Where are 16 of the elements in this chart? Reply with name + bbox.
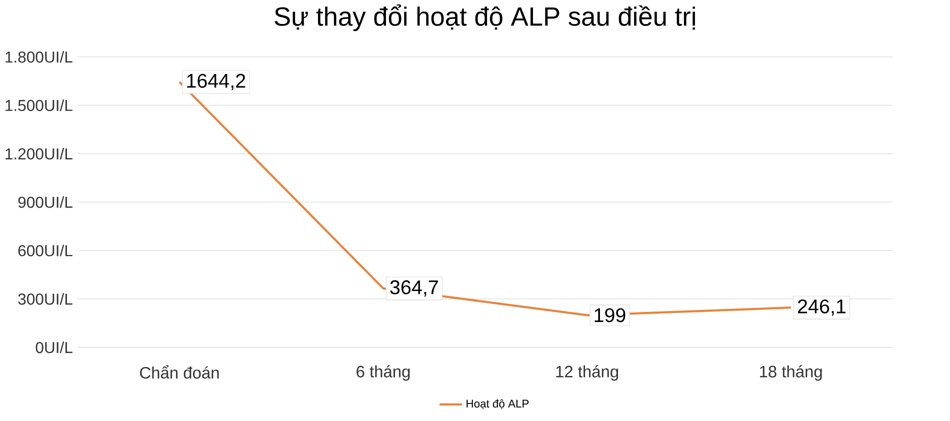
y-tick-label: 1.500UI/L bbox=[6, 99, 72, 111]
y-tick-label: 0UI/L bbox=[36, 341, 72, 354]
y-tick-label: 1.800UI/L bbox=[6, 50, 72, 63]
y-tick-label: 600UI/L bbox=[18, 244, 72, 256]
data-label: 246,1 bbox=[798, 299, 846, 316]
legend-label: Hoạt độ ALP bbox=[466, 399, 529, 410]
chart-title: Sự thay đổi hoạt độ ALP sau điều trị bbox=[274, 4, 695, 32]
y-tick-label: 300UI/L bbox=[18, 293, 72, 305]
data-label: 1644,2 bbox=[187, 74, 246, 90]
y-tick-label: 900UI/L bbox=[18, 196, 72, 208]
x-tick-label: 18 tháng bbox=[760, 365, 822, 381]
y-tick-label: 1.200UI/L bbox=[6, 148, 72, 160]
x-tick-label: 6 tháng bbox=[356, 365, 410, 381]
data-label: 364,7 bbox=[390, 280, 438, 297]
x-tick-label: 12 tháng bbox=[556, 365, 618, 381]
x-tick-label: Chẩn đoán bbox=[140, 365, 219, 379]
